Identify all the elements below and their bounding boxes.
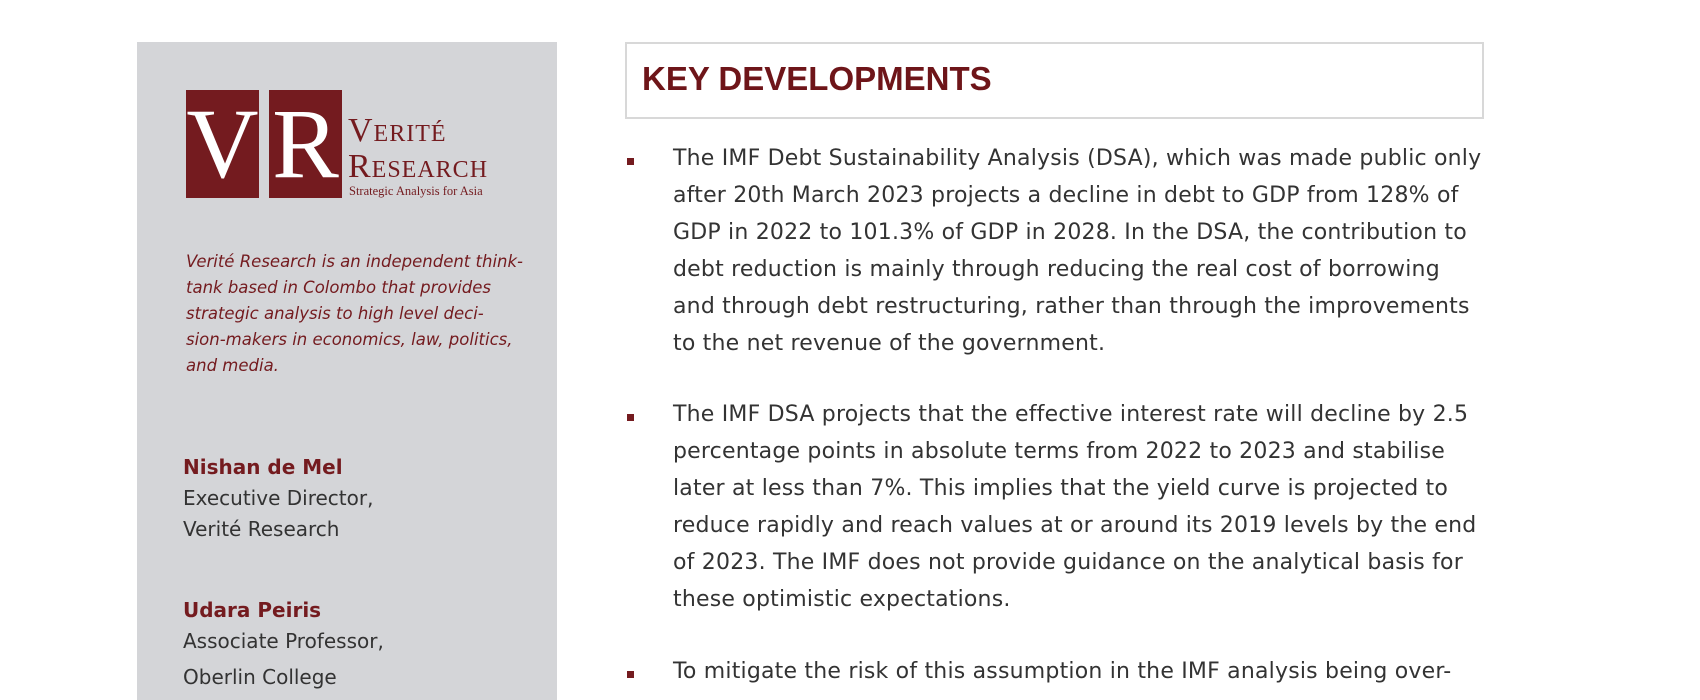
logo-initial: V [186, 88, 259, 199]
logo-name: Verité [348, 112, 447, 149]
bullet-line: after 20th March 2023 projects a decline… [673, 183, 1459, 208]
bullet-line: and through debt restructuring, rather t… [673, 294, 1470, 319]
logo-initial: R [269, 90, 342, 198]
description-line: sion-makers in economics, law, politics, [186, 330, 513, 349]
description-line: strategic analysis to high level deci- [186, 304, 484, 323]
person-role: Verité Research [183, 517, 340, 541]
bullet-marker [627, 671, 634, 678]
bullet-line: The IMF DSA projects that the effective … [673, 402, 1469, 427]
person-name: Udara Peiris [183, 598, 322, 622]
description-line: Verité Research is an independent think- [186, 252, 524, 271]
heading-box [625, 42, 1484, 119]
bullet-marker [627, 414, 634, 421]
bullet-line: GDP in 2022 to 101.3% of GDP in 2028. In… [673, 220, 1467, 245]
person-name: Nishan de Mel [183, 455, 343, 479]
bullet-line: of 2023. The IMF does not provide guidan… [673, 550, 1463, 575]
person-role: Executive Director, [183, 486, 374, 510]
heading: KEY DEVELOPMENTS [642, 60, 992, 97]
description-line: tank based in Colombo that provides [186, 278, 492, 297]
bullet-line: these optimistic expectations. [673, 587, 1011, 612]
bullet-line: To mitigate the risk of this assumption … [673, 659, 1452, 684]
logo-tagline: Strategic Analysis for Asia [349, 184, 483, 198]
bullet-line: The IMF Debt Sustainability Analysis (DS… [673, 146, 1482, 171]
logo-name: Research [348, 148, 489, 185]
person-role: Associate Professor, [183, 629, 384, 653]
description-line: and media. [186, 356, 279, 375]
bullet-line: later at less than 7%. This implies that… [673, 476, 1449, 501]
bullet-line: percentage points in absolute terms from… [673, 439, 1446, 464]
bullet-line: to the net revenue of the government. [673, 331, 1106, 356]
bullet-marker [627, 158, 634, 165]
bullet-line: debt reduction is mainly through reducin… [673, 257, 1440, 282]
bullet-line: reduce rapidly and reach values at or ar… [673, 513, 1477, 538]
person-role: Oberlin College [183, 665, 337, 689]
